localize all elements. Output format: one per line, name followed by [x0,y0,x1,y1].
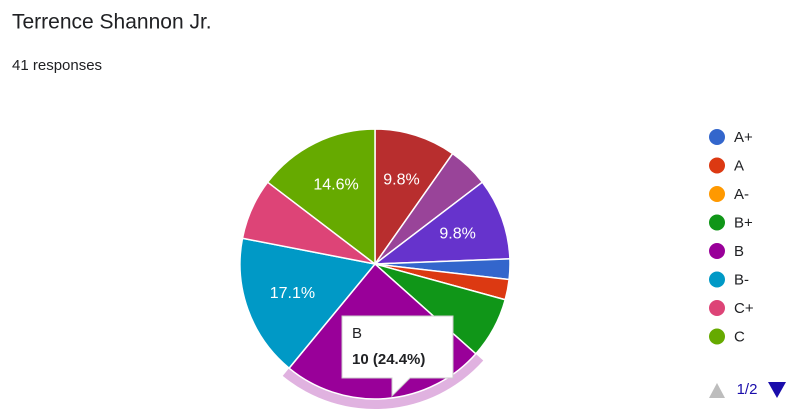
legend-label: B+ [734,214,753,231]
legend-label: C [734,328,745,345]
slice [239,237,377,370]
legend-swatch [709,129,725,145]
slice-label: 14.6% [313,177,358,194]
tooltip-category: B [352,325,362,342]
legend-label: B [734,243,744,260]
legend-swatch [709,186,725,202]
legend-swatch [709,157,725,174]
chart-title: Terrence Shannon Jr. [12,11,212,34]
legend-swatch [709,300,725,316]
legend-swatch [709,271,725,288]
slice [266,128,376,266]
legend-label: C+ [734,300,754,317]
legend-label: A- [734,186,749,203]
slice-label: 9.8% [383,172,419,189]
legend-next[interactable] [768,382,786,398]
legend-prev[interactable] [709,383,725,398]
legend-swatch [709,328,725,345]
legend-swatch [709,214,725,231]
legend: A+ A A- B+ B B- C+ C [709,129,754,345]
legend-label: A+ [734,129,753,146]
legend-page: 1/2 [737,381,758,398]
response-count: 41 responses [12,57,102,74]
legend-label: A [734,157,744,174]
tooltip-box [341,315,454,398]
tooltip: B 10 (24.4%) [341,315,454,398]
tooltip-value: 10 (24.4%) [352,351,425,368]
legend-label: B- [734,271,749,288]
slice-label: 17.1% [270,285,315,302]
slice-label: 9.8% [439,226,475,243]
slice [374,128,454,267]
slice-highlight [282,353,484,410]
legend-swatch [709,243,725,259]
slice [372,181,511,265]
